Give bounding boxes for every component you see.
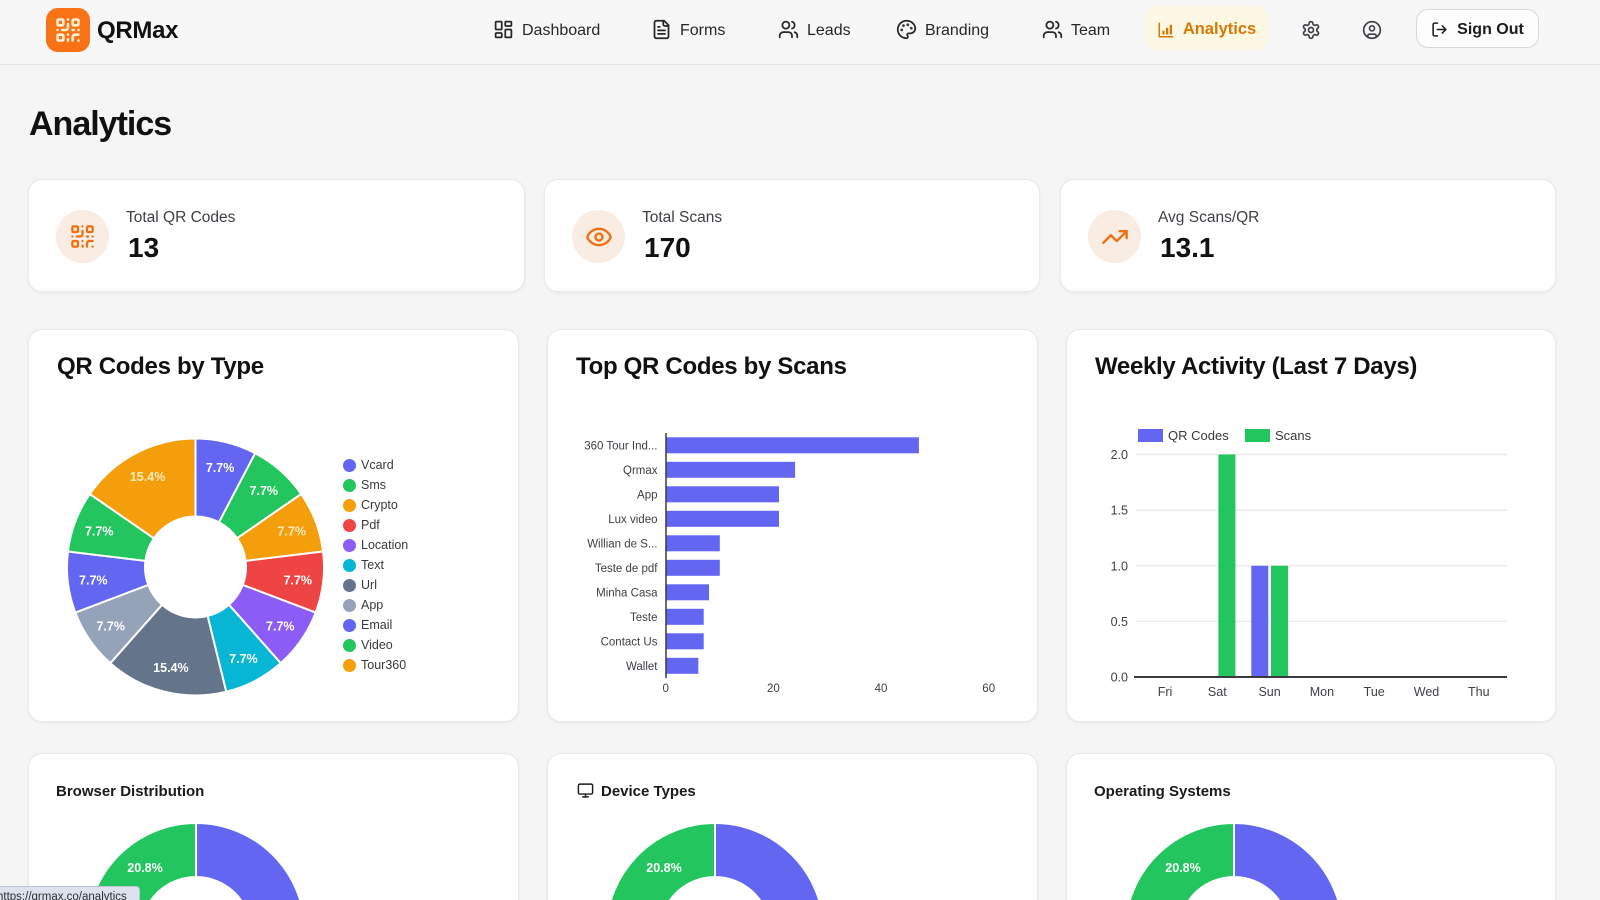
svg-text:0: 0: [662, 683, 668, 695]
svg-text:Qrmax: Qrmax: [623, 465, 658, 477]
svg-text:Tue: Tue: [1364, 685, 1385, 699]
svg-text:Willian de S...: Willian de S...: [587, 538, 657, 550]
svg-text:0.5: 0.5: [1111, 615, 1128, 629]
svg-text:App: App: [637, 489, 657, 501]
svg-text:15.4%: 15.4%: [130, 470, 165, 484]
svg-text:7.7%: 7.7%: [250, 484, 279, 498]
svg-text:Sat: Sat: [1208, 685, 1227, 699]
svg-text:20: 20: [767, 683, 780, 695]
svg-text:Wed: Wed: [1414, 685, 1440, 699]
svg-text:1.0: 1.0: [1111, 559, 1128, 573]
svg-text:7.7%: 7.7%: [266, 620, 295, 634]
svg-text:Sun: Sun: [1258, 685, 1280, 699]
svg-text:20.8%: 20.8%: [1165, 861, 1200, 875]
svg-text:Wallet: Wallet: [626, 661, 658, 673]
svg-text:Lux video: Lux video: [608, 514, 657, 526]
svg-text:60: 60: [982, 683, 995, 695]
svg-text:Mon: Mon: [1310, 685, 1334, 699]
svg-text:Contact Us: Contact Us: [601, 636, 658, 648]
svg-text:QR Codes: QR Codes: [1168, 428, 1229, 443]
svg-text:Scans: Scans: [1275, 428, 1312, 443]
svg-text:1.5: 1.5: [1111, 504, 1128, 518]
svg-text:2.0: 2.0: [1111, 448, 1128, 462]
svg-text:Thu: Thu: [1468, 685, 1490, 699]
svg-text:7.7%: 7.7%: [85, 525, 114, 539]
svg-text:20.8%: 20.8%: [127, 861, 162, 875]
svg-text:7.7%: 7.7%: [79, 573, 108, 587]
svg-text:7.7%: 7.7%: [96, 620, 125, 634]
svg-text:Minha Casa: Minha Casa: [596, 587, 658, 599]
svg-text:360 Tour Ind...: 360 Tour Ind...: [584, 440, 657, 452]
svg-text:Teste: Teste: [630, 612, 658, 624]
svg-text:0.0: 0.0: [1111, 671, 1128, 685]
svg-text:7.7%: 7.7%: [283, 573, 312, 587]
svg-text:7.7%: 7.7%: [229, 652, 258, 666]
svg-text:20.8%: 20.8%: [646, 861, 681, 875]
svg-text:Fri: Fri: [1158, 685, 1173, 699]
svg-text:7.7%: 7.7%: [278, 525, 307, 539]
svg-text:40: 40: [875, 683, 888, 695]
svg-text:7.7%: 7.7%: [206, 461, 235, 475]
svg-text:15.4%: 15.4%: [153, 661, 188, 675]
svg-text:Teste de pdf: Teste de pdf: [595, 563, 658, 575]
